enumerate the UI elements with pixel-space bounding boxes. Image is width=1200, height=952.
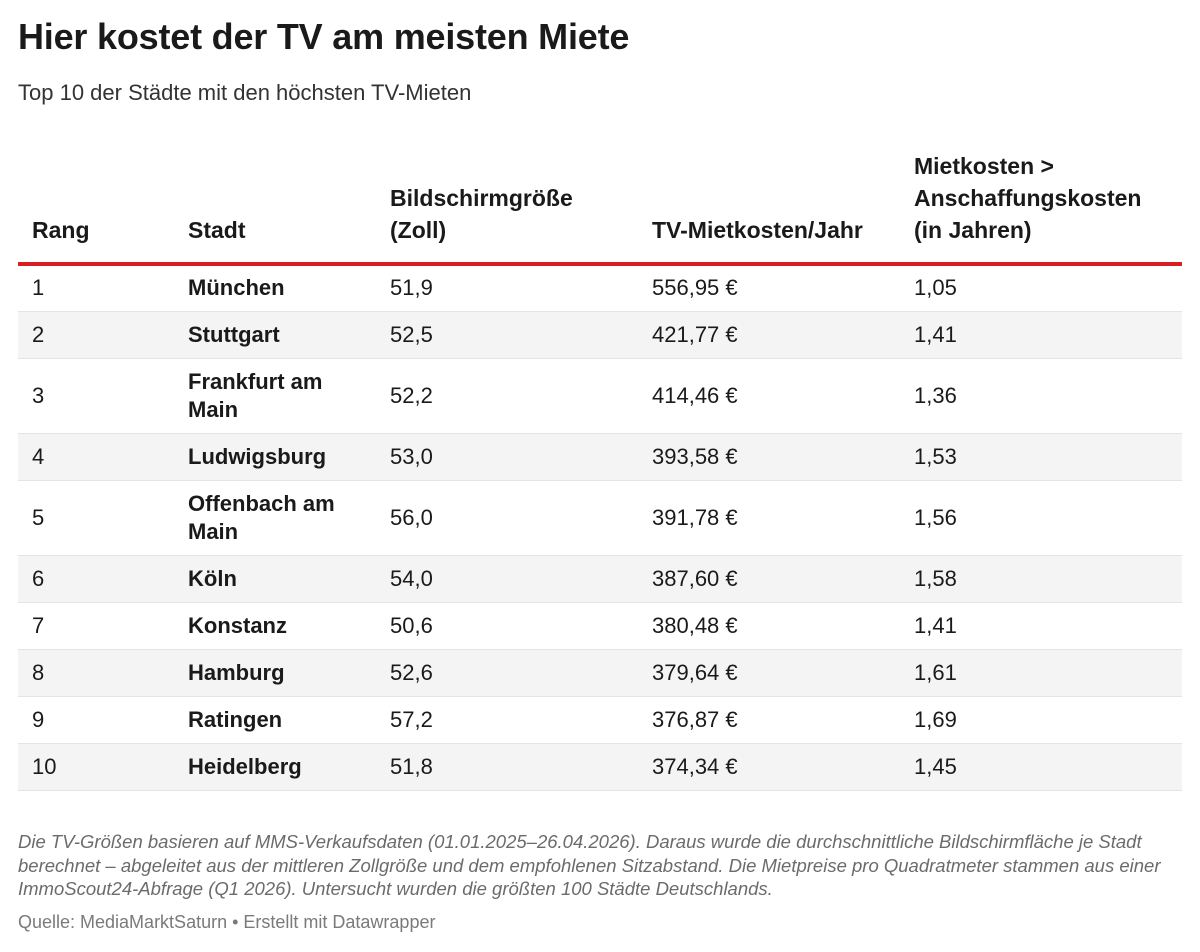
column-header-tv-mietkosten[interactable]: TV-Mietkosten/Jahr [638,150,900,266]
cell-bildschirmgroesse: 53,0 [376,433,638,481]
cell-stadt: Frankfurt am Main [174,358,376,434]
data-table: Rang Stadt Bildschirmgröße (Zoll) TV-Mie… [18,150,1182,791]
cell-mietkosten-anschaffung: 1,56 [900,480,1182,556]
table-row: 2 Stuttgart 52,5 421,77 €1,41 [18,311,1182,359]
cell-bildschirmgroesse: 56,0 [376,480,638,556]
cell-stadt: Offenbach am Main [174,480,376,556]
table-row: 4 Ludwigsburg 53,0 393,58 €1,53 [18,433,1182,481]
cell-mietkosten-anschaffung: 1,69 [900,696,1182,744]
cell-stadt: Konstanz [174,602,376,650]
source-footer: Quelle: MediaMarktSaturn • Erstellt mit … [18,912,436,932]
column-header-rang[interactable]: Rang [18,150,174,266]
cell-stadt: Ratingen [174,696,376,744]
cell-tv-mietkosten: 414,46 € [638,358,900,434]
column-header-bildschirmgroesse[interactable]: Bildschirmgröße (Zoll) [376,150,638,266]
cell-tv-mietkosten: 556,95 € [638,264,900,312]
table-row: 10 Heidelberg 51,8 374,34 €1,45 [18,743,1182,791]
cell-bildschirmgroesse: 57,2 [376,696,638,744]
cell-stadt: Heidelberg [174,743,376,791]
cell-bildschirmgroesse: 51,8 [376,743,638,791]
cell-rang: 4 [18,433,174,481]
cell-stadt: Köln [174,555,376,603]
cell-bildschirmgroesse: 52,2 [376,358,638,434]
table-row: 8 Hamburg 52,6 379,64 €1,61 [18,649,1182,697]
cell-tv-mietkosten: 380,48 € [638,602,900,650]
cell-stadt: Stuttgart [174,311,376,359]
cell-mietkosten-anschaffung: 1,36 [900,358,1182,434]
table-row: 6 Köln 54,0 387,60 €1,58 [18,555,1182,603]
cell-tv-mietkosten: 387,60 € [638,555,900,603]
chart-title: Hier kostet der TV am meisten Miete [18,16,630,57]
cell-rang: 10 [18,743,174,791]
table-row: 5 Offenbach am Main 56,0 391,78 €1,56 [18,480,1182,556]
cell-mietkosten-anschaffung: 1,53 [900,433,1182,481]
cell-rang: 8 [18,649,174,697]
cell-rang: 5 [18,480,174,556]
cell-tv-mietkosten: 393,58 € [638,433,900,481]
chart-subtitle: Top 10 der Städte mit den höchsten TV-Mi… [18,80,472,105]
table-row: 7 Konstanz 50,6 380,48 €1,41 [18,602,1182,650]
table-header-row: Rang Stadt Bildschirmgröße (Zoll) TV-Mie… [18,150,1182,266]
cell-mietkosten-anschaffung: 1,41 [900,311,1182,359]
cell-mietkosten-anschaffung: 1,45 [900,743,1182,791]
cell-mietkosten-anschaffung: 1,58 [900,555,1182,603]
cell-rang: 2 [18,311,174,359]
cell-bildschirmgroesse: 54,0 [376,555,638,603]
cell-mietkosten-anschaffung: 1,61 [900,649,1182,697]
cell-tv-mietkosten: 379,64 € [638,649,900,697]
cell-stadt: Ludwigsburg [174,433,376,481]
cell-rang: 1 [18,264,174,312]
cell-tv-mietkosten: 376,87 € [638,696,900,744]
cell-rang: 3 [18,358,174,434]
cell-tv-mietkosten: 374,34 € [638,743,900,791]
cell-bildschirmgroesse: 52,6 [376,649,638,697]
column-header-mietkosten-anschaffung[interactable]: Mietkosten > Anschaffungskosten (in Jahr… [900,150,1182,266]
cell-mietkosten-anschaffung: 1,05 [900,264,1182,312]
cell-rang: 6 [18,555,174,603]
cell-bildschirmgroesse: 51,9 [376,264,638,312]
table-body: 1 München 51,9 556,95 €1,05 2 Stuttgart 52,5 42… [18,264,1182,791]
cell-bildschirmgroesse: 50,6 [376,602,638,650]
cell-rang: 9 [18,696,174,744]
table-row: 3 Frankfurt am Main 52,2 414,46 €1,36 [18,358,1182,434]
cell-stadt: Hamburg [174,649,376,697]
cell-tv-mietkosten: 391,78 € [638,480,900,556]
table-row: 1 München 51,9 556,95 €1,05 [18,264,1182,312]
cell-mietkosten-anschaffung: 1,41 [900,602,1182,650]
column-header-stadt[interactable]: Stadt [174,150,376,266]
table-row: 9 Ratingen 57,2 376,87 €1,69 [18,696,1182,744]
methodology-note: Die TV-Größen basieren auf MMS-Verkaufsd… [18,831,1161,899]
cell-rang: 7 [18,602,174,650]
cell-stadt: München [174,264,376,312]
cell-bildschirmgroesse: 52,5 [376,311,638,359]
cell-tv-mietkosten: 421,77 € [638,311,900,359]
